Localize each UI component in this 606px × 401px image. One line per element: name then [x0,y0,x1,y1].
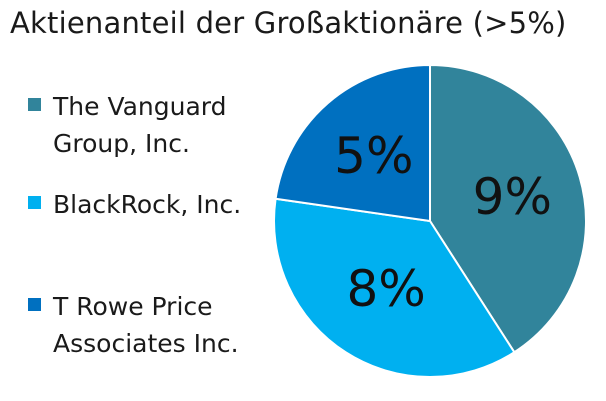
pie-label-vanguard: 9% [473,168,552,226]
pie-chart: 9% 8% 5% [273,63,587,378]
legend-label-trowe: T Rowe Price Associates Inc. [53,292,239,358]
pie-slice-blackrock [273,197,516,378]
legend-label-blackrock: BlackRock, Inc. [53,190,242,219]
legend-swatch-vanguard [28,98,41,111]
legend-label-vanguard: The Vanguard Group, Inc. [53,92,227,158]
pie-slice-trowe [274,63,431,223]
pie-label-trowe: 5% [334,127,413,185]
legend-item-vanguard: The Vanguard Group, Inc. [28,88,273,162]
legend-swatch-trowe [28,298,41,311]
pie-label-blackrock: 8% [346,260,425,318]
legend-item-trowe: T Rowe Price Associates Inc. [28,288,273,362]
chart-title: Aktienanteil der Großaktionäre (>5%) [10,6,567,40]
legend-item-blackrock: BlackRock, Inc. [28,186,273,223]
legend-swatch-blackrock [28,196,41,209]
